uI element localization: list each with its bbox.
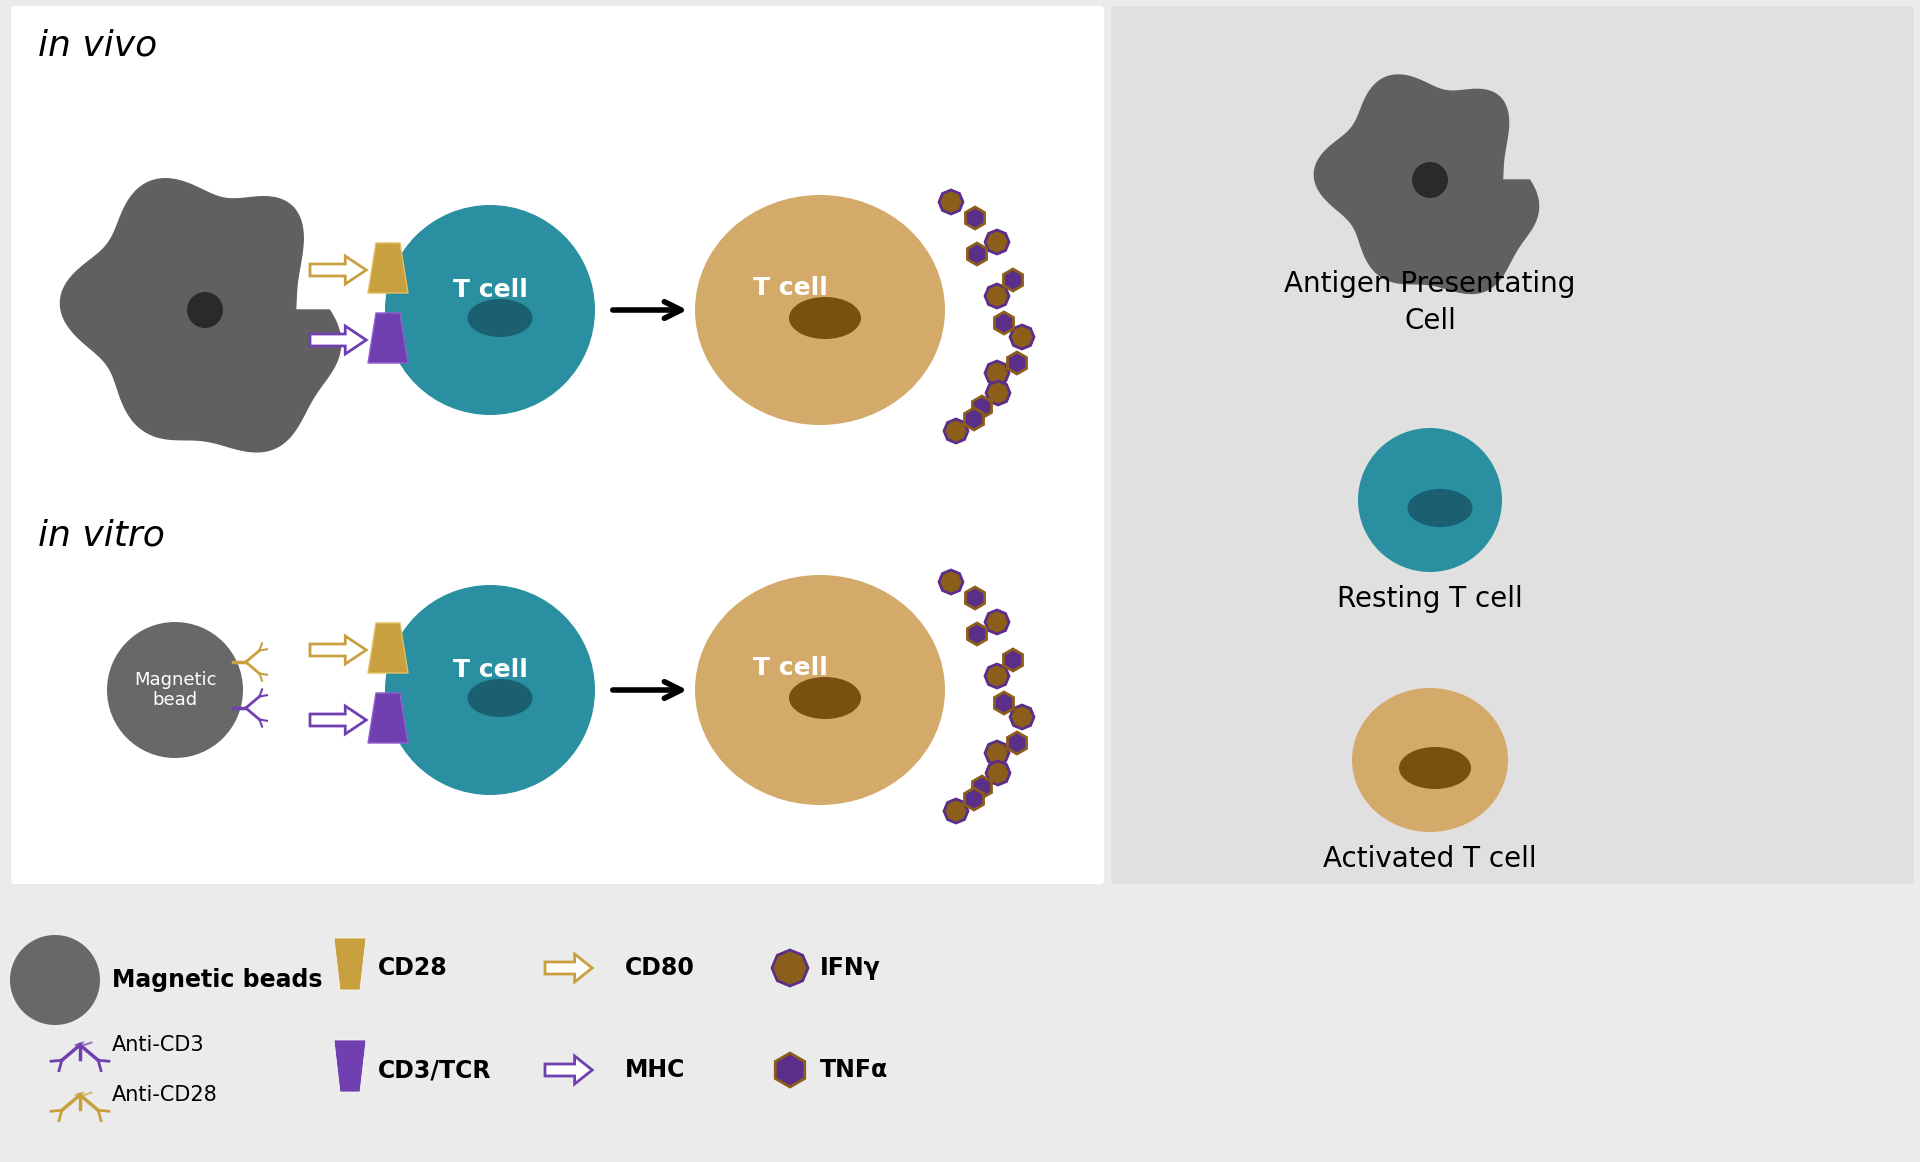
Text: MHC: MHC [626, 1057, 685, 1082]
FancyBboxPatch shape [1112, 6, 1914, 884]
Ellipse shape [789, 677, 860, 719]
FancyArrow shape [309, 327, 367, 354]
FancyBboxPatch shape [12, 6, 1104, 884]
Polygon shape [369, 313, 409, 363]
Circle shape [108, 622, 244, 758]
Polygon shape [1315, 76, 1538, 294]
Text: Antigen Presentating
Cell: Antigen Presentating Cell [1284, 270, 1576, 335]
FancyArrow shape [545, 954, 591, 982]
FancyArrow shape [309, 636, 367, 664]
Text: in vitro: in vitro [38, 518, 165, 552]
Circle shape [1411, 162, 1448, 198]
Text: Magnetic beads: Magnetic beads [111, 968, 323, 992]
Circle shape [386, 584, 595, 795]
Polygon shape [369, 623, 409, 673]
Text: CD80: CD80 [626, 956, 695, 980]
FancyArrow shape [309, 256, 367, 284]
Circle shape [186, 292, 223, 328]
Polygon shape [369, 243, 409, 293]
Polygon shape [334, 938, 367, 990]
Text: T cell: T cell [453, 658, 528, 682]
Text: Activated T cell: Activated T cell [1323, 845, 1536, 873]
Ellipse shape [1407, 489, 1473, 528]
FancyArrow shape [309, 706, 367, 734]
Ellipse shape [467, 299, 532, 337]
Polygon shape [369, 693, 409, 743]
Text: Magnetic
bead: Magnetic bead [134, 670, 217, 709]
Circle shape [1357, 428, 1501, 572]
Text: Resting T cell: Resting T cell [1336, 584, 1523, 614]
Ellipse shape [695, 575, 945, 805]
Ellipse shape [1352, 688, 1507, 832]
Polygon shape [60, 179, 340, 452]
Ellipse shape [789, 297, 860, 339]
Text: Anti-CD3: Anti-CD3 [111, 1035, 205, 1055]
Text: IFNγ: IFNγ [820, 956, 881, 980]
Text: in vivo: in vivo [38, 28, 157, 62]
Text: T cell: T cell [453, 278, 528, 302]
Ellipse shape [695, 195, 945, 425]
Ellipse shape [467, 679, 532, 717]
Circle shape [10, 935, 100, 1025]
Text: CD3/TCR: CD3/TCR [378, 1057, 492, 1082]
Text: T cell: T cell [753, 657, 828, 680]
Ellipse shape [1400, 747, 1471, 789]
Text: TNFα: TNFα [820, 1057, 889, 1082]
Text: Anti-CD28: Anti-CD28 [111, 1085, 217, 1105]
FancyArrow shape [545, 1056, 591, 1084]
Polygon shape [334, 1040, 367, 1092]
Text: T cell: T cell [753, 277, 828, 300]
Text: CD28: CD28 [378, 956, 447, 980]
Circle shape [386, 205, 595, 415]
